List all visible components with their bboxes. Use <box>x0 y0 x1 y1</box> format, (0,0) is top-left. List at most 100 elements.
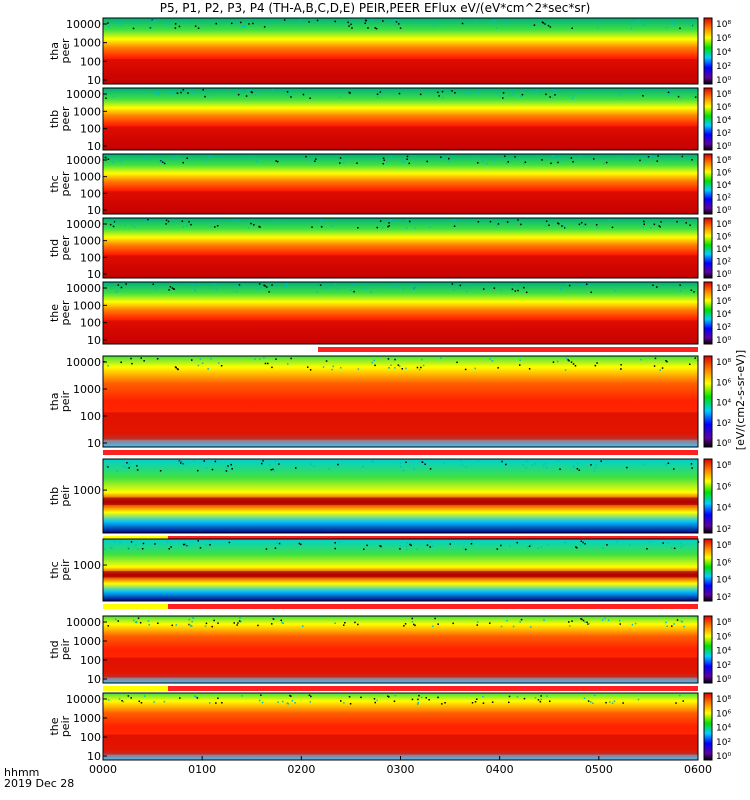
flux-core-band <box>103 412 698 440</box>
panel-frame <box>102 615 699 684</box>
x-tick-label: 0400 <box>486 763 514 776</box>
x-tick-label: 0600 <box>684 763 712 776</box>
colorbar-tick-label: 10² <box>716 525 731 535</box>
colorbar-tick-label: 10⁶ <box>716 558 731 568</box>
svg-text:thd: thd <box>48 239 61 257</box>
colorbar-tick-label: 10⁴ <box>716 245 731 255</box>
y-tick-label: 10 <box>87 268 101 281</box>
colorbar-tick-label: 10⁶ <box>716 297 731 307</box>
colorbar-tick-label: 10⁶ <box>716 709 731 719</box>
svg-text:tha: tha <box>48 42 61 60</box>
svg-text:thb: thb <box>48 110 61 128</box>
svg-text:peir: peir <box>59 715 72 737</box>
colorbar-tick-label: 10⁶ <box>716 169 731 179</box>
y-tick-label: 1000 <box>73 712 101 725</box>
colorbar: 10⁸ 10⁶ 10⁴ 10² <box>703 458 731 535</box>
svg-text:peir: peir <box>59 390 72 412</box>
colorbar-tick-label: 10⁴ <box>716 181 731 191</box>
y-tick-label: 100 <box>80 251 101 264</box>
panel-frame <box>102 281 699 345</box>
colorbar-tick-label: 10⁰ <box>716 206 731 216</box>
panel-frame <box>102 17 699 85</box>
y-tick-label: 10000 <box>66 616 101 629</box>
colorbar: 10⁸ 10⁶ 10⁴ 10² 10⁰ <box>703 355 731 449</box>
colorbar-tick-label: 10⁶ <box>716 482 731 492</box>
colorbar-tick-label: 10⁰ <box>716 336 731 346</box>
flux-core-band <box>103 497 698 505</box>
y-tick-label: 10000 <box>66 282 101 295</box>
noise-speckle <box>107 694 684 705</box>
y-tick-label: 10 <box>87 437 101 450</box>
y-tick-label: 10000 <box>66 154 101 167</box>
noise-speckle <box>105 460 693 472</box>
y-tick-label: 10 <box>87 334 101 347</box>
figure-title: P5, P1, P2, P3, P4 (TH-A,B,C,D,E) PEIR,P… <box>159 1 591 15</box>
colorbar-tick-label: 10⁸ <box>716 284 731 294</box>
panel-frame <box>102 458 699 534</box>
colorbar-tick-label: 10⁸ <box>716 695 731 705</box>
colorbar-tick-label: 10⁸ <box>716 541 731 551</box>
y-tick-label: 100 <box>80 123 101 136</box>
flux-core-band <box>103 571 698 578</box>
colorbar-tick-label: 10² <box>716 258 731 268</box>
colorbar-tick-label: 10⁶ <box>716 34 731 44</box>
y-tick-label: 1000 <box>73 559 101 572</box>
y-tick-label: 100 <box>80 654 101 667</box>
y-tick-label: 1000 <box>73 383 101 396</box>
colorbar-tick-label: 10⁴ <box>716 116 731 126</box>
flux-core-band <box>103 191 698 210</box>
flag-bar <box>103 604 698 609</box>
y-tick-label: 1000 <box>73 484 101 497</box>
panel-frame <box>102 153 699 215</box>
flux-core-band <box>103 255 698 274</box>
svg-text:peer: peer <box>59 300 72 326</box>
colorbar-tick-label: 10⁴ <box>716 504 731 514</box>
x-tick-label: 0500 <box>585 763 613 776</box>
y-tick-label: 10 <box>87 673 101 686</box>
y-tick-label: 10 <box>87 140 101 153</box>
flag-bar <box>318 347 698 352</box>
colorbar-tick-label: 10⁶ <box>716 233 731 243</box>
y-tick-label: 1000 <box>73 235 101 248</box>
colorbar: 10⁸ 10⁶ 10⁴ 10² 10⁰ <box>703 217 731 280</box>
svg-text:peer: peer <box>59 106 72 132</box>
svg-text:tha: tha <box>48 392 61 410</box>
colorbar-tick-label: 10⁰ <box>716 752 731 762</box>
colorbar-tick-label: 10⁴ <box>716 310 731 320</box>
colorbar-tick-label: 10⁸ <box>716 90 731 100</box>
x-tick-label: 0100 <box>188 763 216 776</box>
x-tick-label: 0200 <box>287 763 315 776</box>
svg-text:thc: thc <box>48 175 61 192</box>
noise-speckle <box>104 540 700 551</box>
y-tick-label: 1000 <box>73 171 101 184</box>
colorbar: 10⁸ 10⁶ 10⁴ 10² 10⁰ <box>703 692 731 762</box>
x-axis: 0000 0100 0200 0300 0400 0500 0600 <box>89 756 712 776</box>
noise-speckle <box>104 283 695 294</box>
y-tick-label: 1000 <box>73 635 101 648</box>
noise-speckle <box>104 155 693 165</box>
flag-bar <box>103 450 698 455</box>
svg-text:thb: thb <box>48 487 61 505</box>
flag-bar <box>103 686 698 691</box>
colorbar-tick-label: 10² <box>716 194 731 204</box>
y-tick-label: 1000 <box>73 37 101 50</box>
colorbar-tick-label: 10⁸ <box>716 220 731 230</box>
y-tick-label: 10000 <box>66 693 101 706</box>
time-format-label: hhmm <box>4 766 40 779</box>
x-tick-label: 0300 <box>387 763 415 776</box>
colorbar: 10⁸ 10⁶ 10⁴ 10² 10⁰ <box>703 87 731 152</box>
spectrogram-image <box>103 459 698 533</box>
